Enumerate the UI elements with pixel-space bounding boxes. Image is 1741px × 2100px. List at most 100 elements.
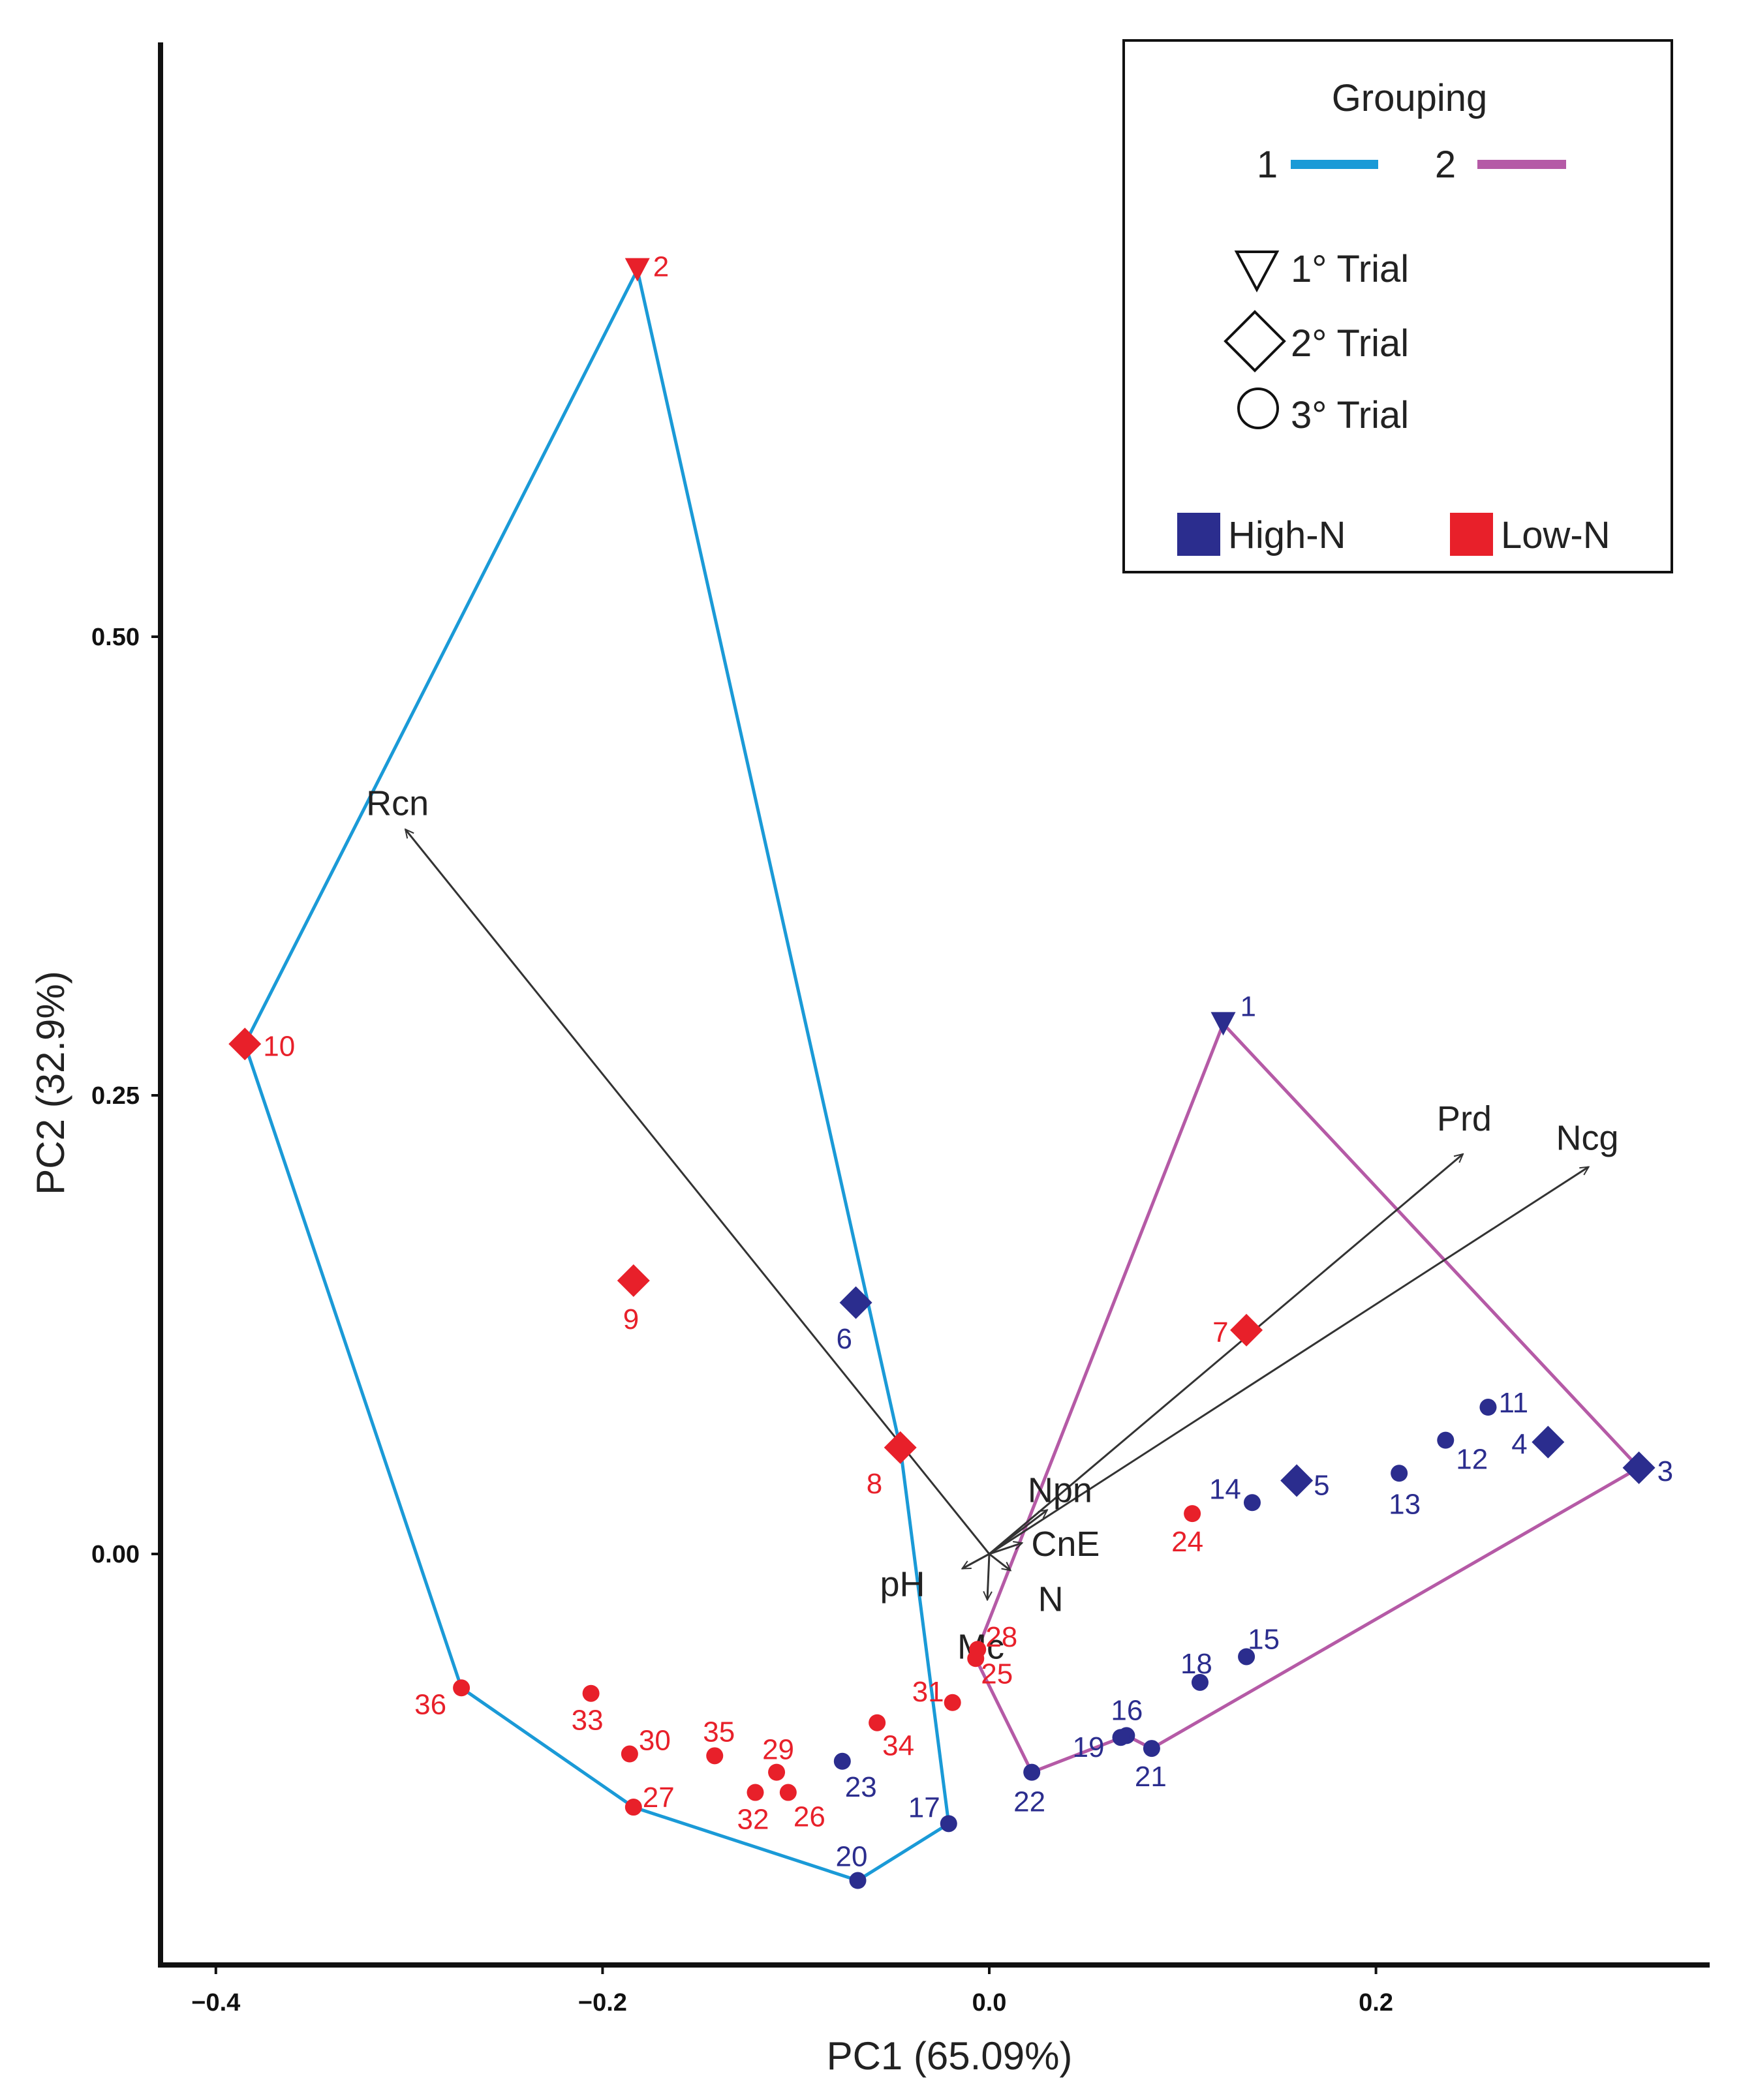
data-point: 28 xyxy=(969,1621,1017,1658)
point-label: 26 xyxy=(793,1801,825,1833)
data-point: 8 xyxy=(867,1431,917,1500)
point-marker-circle xyxy=(747,1784,764,1801)
point-label: 1 xyxy=(1240,990,1256,1022)
data-point: 20 xyxy=(836,1841,867,1889)
x-tick-label: 0.0 xyxy=(972,1989,1007,2016)
data-point: 18 xyxy=(1180,1648,1212,1691)
vector-npn xyxy=(989,1510,1047,1555)
data-point: 35 xyxy=(703,1716,735,1765)
data-point: 32 xyxy=(737,1784,769,1836)
point-label: 29 xyxy=(762,1734,794,1766)
point-marker-circle xyxy=(1391,1465,1408,1482)
point-label: 11 xyxy=(1498,1387,1528,1419)
data-point: 1 xyxy=(1210,990,1256,1036)
data-point: 13 xyxy=(1389,1465,1421,1520)
point-label: 24 xyxy=(1171,1526,1203,1558)
point-label: 28 xyxy=(985,1621,1017,1653)
hull-group-1 xyxy=(243,268,951,1882)
point-marker-diamond xyxy=(1230,1313,1263,1347)
point-marker-circle xyxy=(621,1745,638,1763)
point-marker-diamond xyxy=(884,1431,917,1464)
point-marker-circle xyxy=(833,1752,851,1770)
legend-high-n-swatch xyxy=(1177,513,1220,556)
point-label: 9 xyxy=(623,1303,639,1335)
point-marker-circle xyxy=(706,1747,724,1765)
point-marker-circle xyxy=(768,1763,786,1781)
point-label: 15 xyxy=(1248,1623,1280,1655)
point-marker-circle xyxy=(849,1872,867,1889)
point-label: 33 xyxy=(572,1705,604,1737)
vector-label-ph: pH xyxy=(880,1564,925,1604)
data-point: 31 xyxy=(912,1676,961,1711)
legend-box xyxy=(1122,39,1673,573)
point-label: 21 xyxy=(1135,1761,1167,1793)
x-axis-label: PC1 (65.09%) xyxy=(827,2034,1073,2078)
vector-label-n: N xyxy=(1038,1579,1064,1619)
point-label: 4 xyxy=(1511,1428,1527,1460)
legend-group-2-label: 2 xyxy=(1435,144,1456,186)
data-point: 17 xyxy=(908,1791,957,1833)
legend: Grouping 1 2 1° Trial 2° Trial 3° Trial … xyxy=(1122,39,1673,573)
data-point: 3 xyxy=(1622,1451,1673,1487)
data-point: 24 xyxy=(1171,1505,1203,1558)
data-point: 15 xyxy=(1238,1623,1280,1666)
point-marker-circle xyxy=(1184,1505,1201,1523)
point-marker-circle xyxy=(582,1684,600,1702)
point-marker-circle xyxy=(1143,1740,1160,1758)
point-marker-triangle xyxy=(1210,1012,1236,1036)
point-marker-diamond xyxy=(617,1264,650,1298)
axis-ticks: −0.4 −0.2 0.0 0.2 0.50 0.25 0.00 xyxy=(91,624,1393,2016)
data-point: 21 xyxy=(1135,1740,1167,1793)
point-label: 35 xyxy=(703,1716,735,1748)
point-label: 3 xyxy=(1657,1455,1673,1487)
vector-mc xyxy=(987,1553,989,1600)
y-tick-label: 0.50 xyxy=(91,624,140,651)
point-label: 32 xyxy=(737,1804,769,1836)
vector-cne xyxy=(989,1543,1022,1555)
data-point: 23 xyxy=(833,1752,877,1803)
legend-high-n-label: High-N xyxy=(1228,514,1346,556)
point-label: 22 xyxy=(1013,1786,1045,1818)
data-point: 9 xyxy=(617,1264,650,1335)
data-point: 26 xyxy=(779,1784,825,1833)
point-label: 18 xyxy=(1180,1648,1212,1680)
point-marker-diamond xyxy=(1622,1451,1656,1484)
legend-group-1-label: 1 xyxy=(1257,144,1278,186)
y-tick-label: 0.25 xyxy=(91,1082,140,1110)
y-tick-label: 0.00 xyxy=(91,1541,140,1568)
y-axis-label: PC2 (32.9%) xyxy=(29,971,72,1195)
data-point: 7 xyxy=(1212,1313,1263,1348)
legend-diamond-icon xyxy=(1224,310,1286,373)
vector-label-cne: CnE xyxy=(1031,1525,1100,1564)
point-label: 36 xyxy=(414,1688,446,1720)
vector-rcn xyxy=(405,829,991,1555)
point-label: 5 xyxy=(1314,1470,1329,1502)
data-point: 27 xyxy=(624,1782,675,1816)
legend-title: Grouping xyxy=(1332,77,1488,119)
point-marker-circle xyxy=(624,1799,642,1816)
vector-label-ncg: Ncg xyxy=(1556,1119,1619,1158)
x-tick-label: 0.2 xyxy=(1359,1989,1393,2016)
loading-vectors: RcnPrdNcgNpnCnEpHNMc xyxy=(366,784,1618,1666)
point-marker-circle xyxy=(1112,1729,1130,1746)
vector-label-prd: Prd xyxy=(1437,1099,1492,1138)
point-label: 30 xyxy=(639,1725,671,1757)
legend-trial-3-label: 3° Trial xyxy=(1291,394,1409,436)
vector-label-rcn: Rcn xyxy=(366,784,429,823)
point-label: 16 xyxy=(1111,1694,1143,1726)
data-point: 22 xyxy=(1013,1763,1045,1818)
point-marker-circle xyxy=(1191,1673,1209,1691)
data-point: 36 xyxy=(414,1679,470,1720)
point-label: 17 xyxy=(908,1791,940,1823)
legend-low-n-swatch xyxy=(1450,513,1493,556)
point-marker-diamond xyxy=(1532,1425,1565,1459)
point-label: 7 xyxy=(1212,1316,1228,1348)
point-marker-diamond xyxy=(839,1286,872,1319)
data-point: 4 xyxy=(1511,1425,1565,1460)
point-label: 13 xyxy=(1389,1488,1421,1520)
point-label: 27 xyxy=(643,1782,675,1814)
legend-circle-icon xyxy=(1237,388,1279,429)
data-point: 6 xyxy=(837,1286,872,1355)
